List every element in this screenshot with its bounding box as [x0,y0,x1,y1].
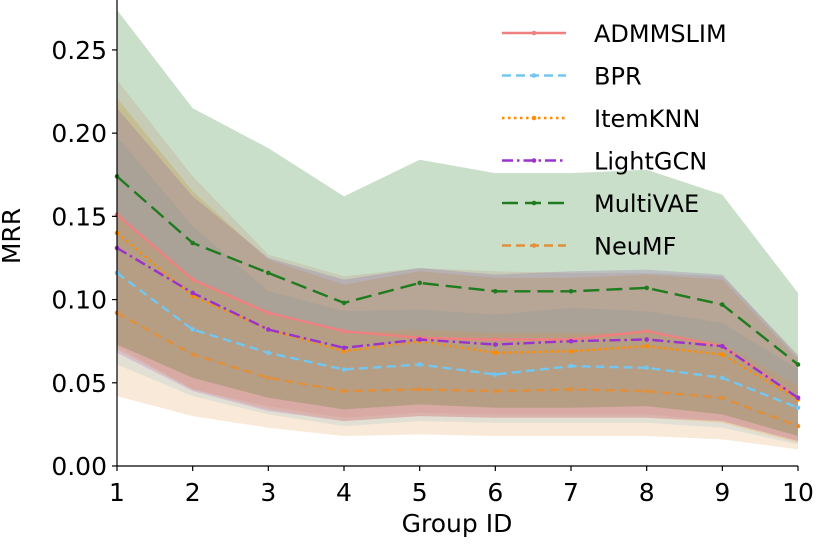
point-multivae [190,240,195,246]
y-axis-label: MRR [0,208,26,264]
legend-marker-bpr [531,73,537,78]
point-neumf [493,388,498,394]
axes: 1 2 3 4 5 6 7 8 9 10 0.00 0.05 0.10 0.15 0.20 0.25 [51,0,814,507]
point-itemknn [493,350,498,356]
legend-label-lightgcn: LightGCN [594,148,707,176]
point-multivae [644,285,649,291]
point-lightgcn [266,327,271,332]
line-neumf [116,311,799,428]
line-bpr [116,271,799,409]
legend-label-admmslim: ADMMSLIM [594,20,727,48]
x-tick-label: 5 [412,478,428,507]
point-admmslim [644,328,649,334]
band-itemknn [117,98,798,443]
x-tick-label: 2 [185,478,201,507]
point-admmslim [190,277,195,282]
x-tick-label: 3 [260,478,276,507]
x-tick-label: 4 [336,478,352,507]
x-tick-label: 10 [782,478,814,507]
legend-label-itemknn: ItemKNN [594,105,700,133]
x-tick-label: 6 [487,478,503,507]
point-itemknn [568,348,574,354]
point-bpr [795,405,801,411]
y-tick-label: 0.05 [51,369,107,398]
legend-label-bpr: BPR [594,63,642,91]
point-admmslim [341,328,347,334]
line-multivae [116,175,799,366]
band-multivae [117,10,798,436]
point-multivae [266,270,271,276]
point-lightgcn [190,290,195,296]
point-lightgcn [644,337,649,342]
series-lines [114,174,801,429]
y-tick-label: 0.10 [51,286,107,315]
legend-marker-multivae [531,200,537,206]
point-itemknn [341,348,347,354]
line-itemknn [116,232,799,401]
legend-marker-lightgcn [531,158,537,163]
point-lightgcn [417,337,423,342]
point-multivae [493,289,498,294]
x-axis-label: Group ID [402,509,513,538]
point-neumf [417,387,423,392]
point-bpr [417,362,423,367]
point-neumf [568,387,574,392]
point-bpr [568,363,574,369]
legend-marker-neumf [531,243,537,248]
point-multivae [568,289,574,294]
band-admmslim [117,79,798,442]
legend-label-multivae: MultiVAE [594,190,699,218]
y-tick-label: 0.00 [51,452,107,481]
y-tick-label: 0.20 [51,119,107,148]
point-itemknn [190,293,195,299]
point-multivae [417,280,423,286]
point-itemknn [720,352,725,357]
point-admmslim [266,310,271,316]
legend-marker-admmslim [531,30,537,36]
point-lightgcn [720,343,725,349]
legend: ADMMSLIM BPR ItemKNN LightGCN MultiVAE NeuMF [502,20,727,261]
x-tick-label: 8 [639,478,655,507]
point-multivae [795,362,801,367]
point-neumf [644,388,649,394]
x-tick-label: 1 [109,478,125,507]
point-lightgcn [568,338,574,344]
point-lightgcn [493,342,498,347]
y-tick-label: 0.25 [51,36,107,65]
point-neumf [795,423,801,429]
legend-label-neumf: NeuMF [594,233,676,261]
band-lightgcn [117,108,798,441]
point-itemknn [644,343,649,349]
point-bpr [644,365,649,371]
point-multivae [341,300,347,306]
point-lightgcn [341,345,347,351]
point-bpr [493,372,498,377]
point-bpr [720,375,725,381]
confidence-bands [117,10,798,450]
point-neumf [341,388,347,394]
point-multivae [720,302,725,307]
point-neumf [266,375,271,381]
line-admmslim [116,213,799,399]
point-bpr [190,327,195,332]
x-tick-label: 9 [714,478,730,507]
point-admmslim [493,337,498,342]
point-neumf [720,395,725,401]
x-tick-label: 7 [563,478,579,507]
legend-marker-itemknn [531,115,537,121]
y-tick-label: 0.15 [51,202,107,231]
line-lightgcn [116,246,799,399]
point-lightgcn [795,395,801,401]
point-bpr [341,367,347,372]
point-bpr [266,350,271,356]
point-neumf [190,352,195,357]
